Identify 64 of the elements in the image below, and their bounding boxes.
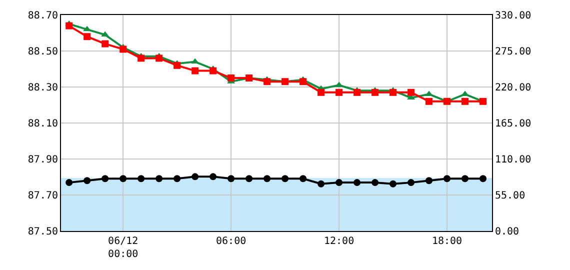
point (318, 180, 325, 188)
point (138, 54, 145, 62)
point (120, 46, 127, 53)
point (336, 88, 343, 96)
point (174, 62, 181, 69)
point (426, 177, 433, 184)
point (462, 175, 469, 182)
point (264, 78, 271, 86)
point (354, 88, 361, 96)
y2-tick-label: 165.00 (495, 118, 532, 130)
point (300, 175, 307, 182)
point (84, 177, 91, 184)
y-tick-label: 88.10 (28, 118, 58, 130)
point (84, 33, 91, 40)
point (66, 22, 73, 30)
point (318, 88, 325, 96)
y-tick-label: 87.90 (28, 154, 58, 166)
point (390, 88, 397, 96)
x-tick-label: 18:00 (432, 236, 462, 247)
y-tick-label: 88.70 (28, 10, 58, 22)
point (426, 98, 433, 105)
y2-tick-label: 330.00 (495, 10, 532, 22)
point (156, 54, 163, 62)
point (462, 98, 469, 105)
point (120, 175, 127, 182)
y-tick-label: 87.50 (28, 226, 58, 238)
point (390, 180, 397, 188)
point (174, 175, 181, 182)
point (83, 26, 92, 32)
point (282, 175, 289, 182)
point (228, 74, 235, 82)
y2-tick-label: 0.00 (495, 226, 520, 238)
point (66, 179, 73, 186)
point (102, 40, 109, 48)
point (372, 88, 379, 96)
y2-tick-label: 55.00 (495, 190, 526, 202)
point (210, 173, 217, 180)
point (102, 175, 109, 182)
y2-tick-label: 110.00 (495, 154, 532, 166)
y2-tick-label: 275.00 (495, 46, 532, 58)
point (210, 67, 217, 74)
y-tick-label: 88.30 (28, 82, 58, 94)
point (354, 179, 361, 186)
y-tick-label: 87.70 (28, 190, 58, 202)
point (192, 67, 199, 74)
point (408, 88, 415, 96)
point (192, 173, 199, 180)
point (372, 179, 379, 186)
point (444, 175, 451, 182)
point (480, 175, 486, 182)
x-tick-label: 06/12 00:00 (108, 236, 138, 260)
y-tick-label: 88.50 (28, 46, 58, 58)
point (138, 175, 145, 182)
point (408, 179, 415, 186)
point (336, 179, 343, 186)
point (246, 175, 253, 182)
x-tick-label: 06:00 (216, 236, 246, 247)
x-tick-label: 12:00 (324, 236, 354, 247)
point (228, 175, 235, 182)
point (101, 31, 110, 37)
point (264, 175, 271, 182)
y2-tick-label: 220.00 (495, 82, 532, 94)
point (156, 175, 163, 182)
point (300, 78, 307, 86)
